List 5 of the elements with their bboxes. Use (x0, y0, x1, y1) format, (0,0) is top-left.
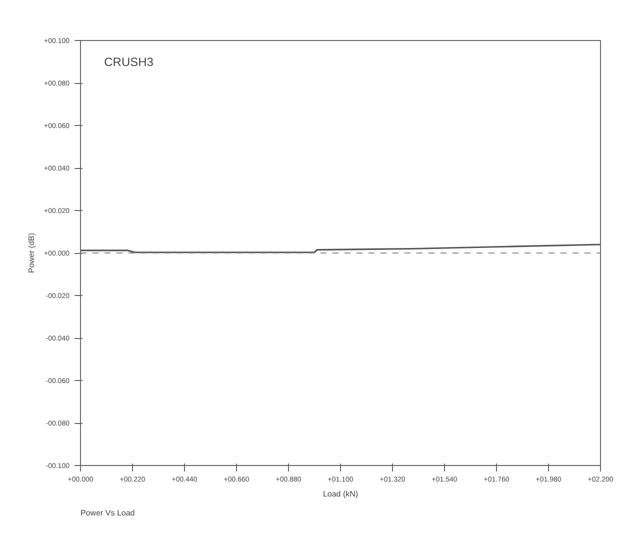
line-series (80, 244, 600, 254)
x-axis-title: Load (kN) (322, 490, 358, 498)
y-axis-title: Power (dB) (27, 232, 36, 274)
text: Power Vs Load (80, 508, 135, 518)
text: CRUSH3 (104, 54, 154, 69)
